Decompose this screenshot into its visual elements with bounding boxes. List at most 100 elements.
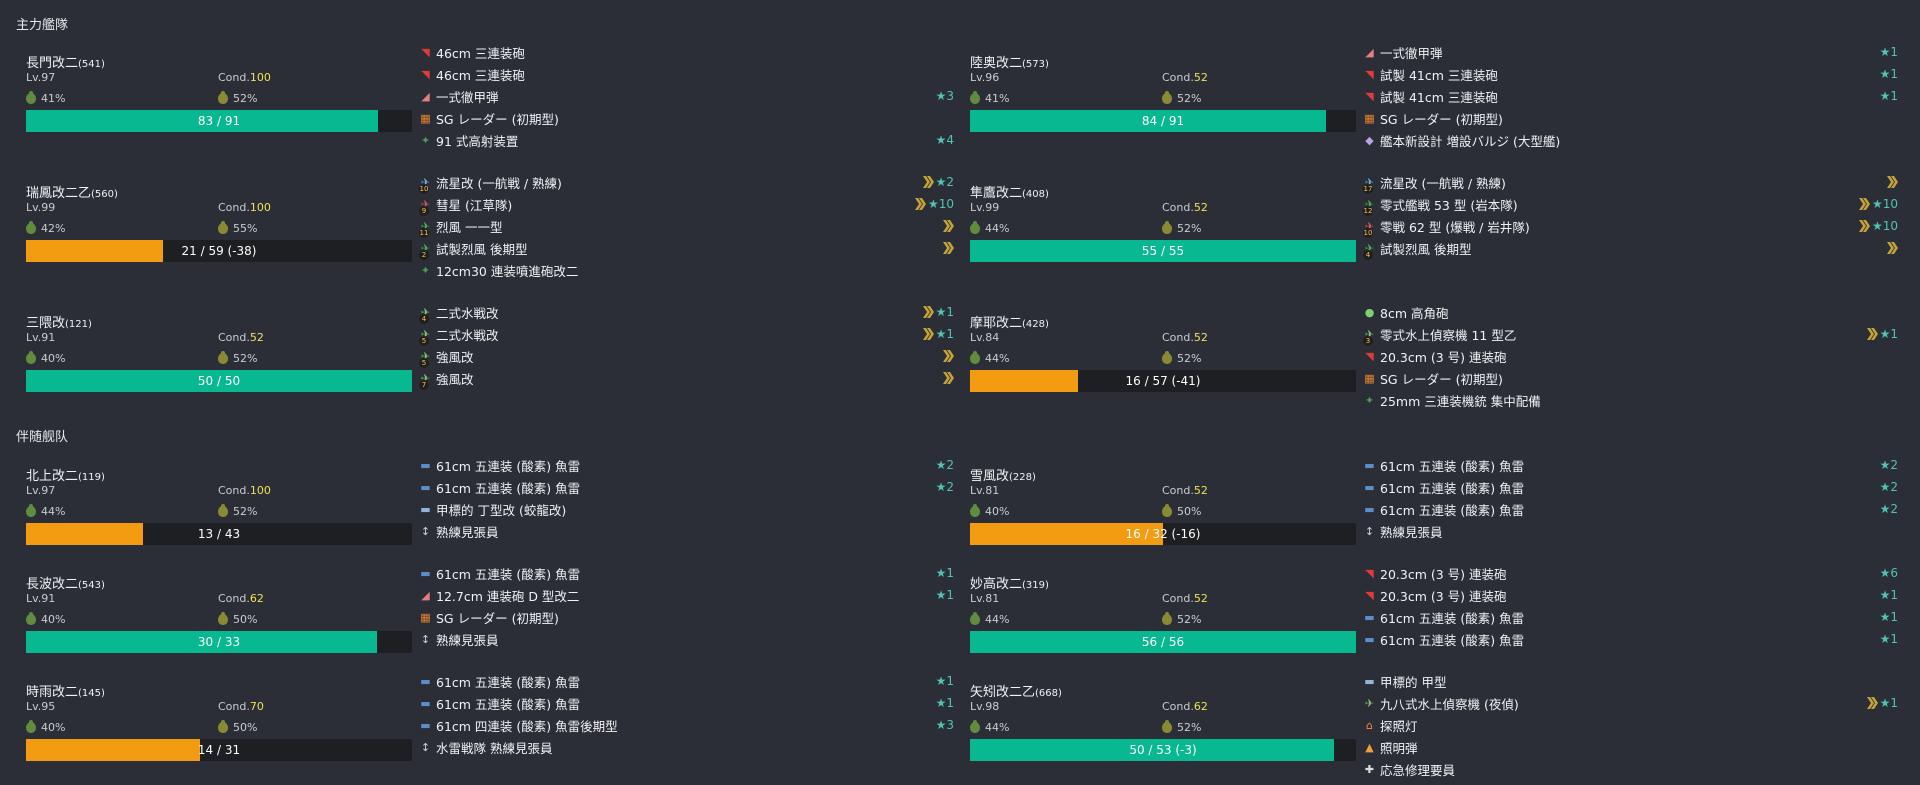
equipment-item[interactable]: ✈ 17 流星改 (一航戦 / 熟練) bbox=[1362, 172, 1898, 194]
torpedo-icon: ▬ bbox=[418, 566, 433, 581]
equipment-item[interactable]: ▬ 61cm 五連装 (酸素) 魚雷 ★1 bbox=[418, 563, 954, 583]
equipment-item[interactable]: ▦ SG レーダー (初期型) bbox=[1362, 368, 1898, 388]
equipment-item[interactable]: ✈ 10 零戦 62 型 (爆戦 / 岩井隊) ★10 bbox=[1362, 216, 1898, 238]
aa-gun-glyph: ✦ bbox=[420, 133, 431, 147]
equipment-item[interactable]: ▬ 61cm 五連装 (酸素) 魚雷 ★1 bbox=[418, 693, 954, 713]
ship-name[interactable]: 陸奥改二(573) bbox=[970, 52, 1049, 71]
equipment-item[interactable]: ▬ 甲標的 甲型 bbox=[1362, 671, 1898, 691]
equipment-name: 流星改 (一航戦 / 熟練) bbox=[436, 175, 562, 191]
ship-name[interactable]: 長門改二(541) bbox=[26, 52, 105, 71]
equipment-name: 零式艦戦 53 型 (岩本隊) bbox=[1380, 197, 1518, 213]
ship-name[interactable]: 矢矧改二乙(668) bbox=[970, 681, 1062, 700]
equipment-item[interactable]: ▬ 61cm 五連装 (酸素) 魚雷 ★2 bbox=[1362, 455, 1898, 475]
equipment-item[interactable]: ✈ 9 彗星 (江草隊) ★10 bbox=[418, 194, 954, 216]
ship-name[interactable]: 三隈改(121) bbox=[26, 312, 92, 331]
fuel-value: 41% bbox=[985, 92, 1010, 105]
ship-info: 長門改二(541) Lv.97 Cond.100 41% 52% 83 / 91 bbox=[26, 42, 426, 148]
slot-count: 5 bbox=[419, 357, 429, 368]
equipment-tags: ★1 bbox=[1880, 65, 1898, 83]
equipment-item[interactable]: ● 8cm 高角砲 bbox=[1362, 302, 1898, 322]
equipment-item[interactable]: ▦ SG レーダー (初期型) bbox=[1362, 108, 1898, 128]
slot-count: 10 bbox=[419, 183, 429, 194]
hp-bar: 21 / 59 (-38) bbox=[26, 240, 412, 262]
equipment-item[interactable]: ✦ 91 式高射装置 ★4 bbox=[418, 130, 954, 150]
improvement-level: ★1 bbox=[1879, 327, 1898, 341]
ship-level: Lv.91 bbox=[26, 331, 56, 344]
hp-bar: 84 / 91 bbox=[970, 110, 1356, 132]
equipment-item[interactable]: ▬ 甲標的 丁型改 (蛟龍改) bbox=[418, 499, 954, 519]
equipment-item[interactable]: ↕ 熟練見張員 bbox=[418, 629, 954, 649]
equipment-item[interactable]: ↕ 水雷戦隊 熟練見張員 bbox=[418, 737, 954, 757]
ammo-icon bbox=[1162, 351, 1172, 364]
equipment-name: 水雷戦隊 熟練見張員 bbox=[436, 740, 553, 756]
equipment-item[interactable]: ◥ 20.3cm (3 号) 連装砲 ★1 bbox=[1362, 585, 1898, 605]
equipment-tags: ★1 bbox=[1880, 608, 1898, 626]
equipment-item[interactable]: ▬ 61cm 五連装 (酸素) 魚雷 ★1 bbox=[1362, 607, 1898, 627]
equipment-item[interactable]: ✚ 応急修理要員 bbox=[1362, 759, 1898, 779]
ship-card: 時雨改二(145) Lv.95 Cond.70 40% 50% 14 / 31 ▬ 61cm … bbox=[16, 671, 962, 777]
equipment-item[interactable]: ◥ 20.3cm (3 号) 連装砲 bbox=[1362, 346, 1898, 366]
equipment-item[interactable]: ✦ 25mm 三連装機銃 集中配備 bbox=[1362, 390, 1898, 410]
equipment-item[interactable]: ✈ 3 零式水上偵察機 11 型乙 ★1 bbox=[1362, 324, 1898, 346]
ship-name[interactable]: 長波改二(543) bbox=[26, 573, 105, 592]
equipment-item[interactable]: ◆ 艦本新設計 増設バルジ (大型艦) bbox=[1362, 130, 1898, 150]
plane-green-icon: ✈ 12 bbox=[1362, 197, 1377, 216]
equipment-item[interactable]: ↕ 熟練見張員 bbox=[1362, 521, 1898, 541]
equipment-item[interactable]: ▦ SG レーダー (初期型) bbox=[418, 108, 954, 128]
equipment-item[interactable]: ▬ 61cm 五連装 (酸素) 魚雷 ★2 bbox=[418, 477, 954, 497]
equipment-item[interactable]: ✦ 12cm30 連装噴進砲改二 bbox=[418, 260, 954, 280]
equipment-item[interactable]: ✈ 2 試製烈風 後期型 bbox=[418, 238, 954, 260]
ammo-value: 50% bbox=[1177, 505, 1202, 518]
hp-text: 21 / 59 (-38) bbox=[181, 244, 257, 258]
ship-name[interactable]: 隼鷹改二(408) bbox=[970, 182, 1049, 201]
equipment-item[interactable]: ▬ 61cm 五連装 (酸素) 魚雷 ★1 bbox=[418, 671, 954, 691]
ammo-icon bbox=[1162, 221, 1172, 234]
equipment-item[interactable]: ✈ 11 烈風 一一型 bbox=[418, 216, 954, 238]
equipment-item[interactable]: ↕ 熟練見張員 bbox=[418, 521, 954, 541]
equipment-item[interactable]: ▬ 61cm 五連装 (酸素) 魚雷 ★2 bbox=[418, 455, 954, 475]
ship-name[interactable]: 雪風改(228) bbox=[970, 465, 1036, 484]
plane-red-glyph: ✈ bbox=[1364, 219, 1375, 233]
equipment-item[interactable]: ▲ 照明弾 bbox=[1362, 737, 1898, 757]
equipment-item[interactable]: ✈ 九八式水上偵察機 (夜偵) ★1 bbox=[1362, 693, 1898, 713]
plane-green-glyph: ✈ bbox=[420, 241, 431, 255]
equipment-item[interactable]: ✈ 4 試製烈風 後期型 bbox=[1362, 238, 1898, 260]
gun-red-glyph: ◥ bbox=[1365, 588, 1374, 602]
ammo-status: 52% bbox=[218, 91, 257, 105]
equipment-item[interactable]: ⌂ 探照灯 bbox=[1362, 715, 1898, 735]
slot-count: 9 bbox=[419, 205, 429, 216]
torpedo-glyph: ▬ bbox=[1364, 502, 1375, 516]
torpedo-glyph: ▬ bbox=[1364, 458, 1375, 472]
equipment-item[interactable]: ◥ 46cm 三連装砲 bbox=[418, 64, 954, 84]
equipment-item[interactable]: ◥ 試製 41cm 三連装砲 ★1 bbox=[1362, 86, 1898, 106]
ammo-status: 50% bbox=[218, 720, 257, 734]
ship-level: Lv.97 bbox=[26, 71, 56, 84]
equipment-item[interactable]: ▦ SG レーダー (初期型) bbox=[418, 607, 954, 627]
equipment-item[interactable]: ◥ 20.3cm (3 号) 連装砲 ★6 bbox=[1362, 563, 1898, 583]
equipment-item[interactable]: ✈ 12 零式艦戦 53 型 (岩本隊) ★10 bbox=[1362, 194, 1898, 216]
ship-name[interactable]: 摩耶改二(428) bbox=[970, 312, 1049, 331]
equipment-item[interactable]: ◢ 一式徹甲弾 ★1 bbox=[1362, 42, 1898, 62]
equipment-item[interactable]: ▬ 61cm 五連装 (酸素) 魚雷 ★2 bbox=[1362, 477, 1898, 497]
equipment-item[interactable]: ✈ 10 流星改 (一航戦 / 熟練) ★2 bbox=[418, 172, 954, 194]
equipment-item[interactable]: ◢ 12.7cm 連装砲 D 型改二 ★1 bbox=[418, 585, 954, 605]
equipment-item[interactable]: ◢ 一式徹甲弾 ★3 bbox=[418, 86, 954, 106]
ship-name[interactable]: 妙高改二(319) bbox=[970, 573, 1049, 592]
equipment-item[interactable]: ✈ 4 二式水戦改 ★1 bbox=[418, 302, 954, 324]
equipment-item[interactable]: ▬ 61cm 五連装 (酸素) 魚雷 ★1 bbox=[1362, 629, 1898, 649]
equipment-item[interactable]: ✈ 7 強風改 bbox=[418, 368, 954, 390]
equipment-item[interactable]: ✈ 5 強風改 bbox=[418, 346, 954, 368]
equipment-item[interactable]: ▬ 61cm 五連装 (酸素) 魚雷 ★2 bbox=[1362, 499, 1898, 519]
ship-cond: Cond.62 bbox=[218, 592, 264, 605]
ship-name[interactable]: 北上改二(119) bbox=[26, 465, 105, 484]
ammo-status: 52% bbox=[1162, 351, 1201, 365]
equipment-item[interactable]: ▬ 61cm 四連装 (酸素) 魚雷後期型 ★3 bbox=[418, 715, 954, 735]
equipment-item[interactable]: ✈ 5 二式水戦改 ★1 bbox=[418, 324, 954, 346]
equipment-item[interactable]: ◥ 46cm 三連装砲 bbox=[418, 42, 954, 62]
equipment-tags: ★10 bbox=[1858, 195, 1898, 213]
ship-name[interactable]: 瑞鳳改二乙(560) bbox=[26, 182, 118, 201]
improvement-level: ★1 bbox=[935, 327, 954, 341]
ship-name[interactable]: 時雨改二(145) bbox=[26, 681, 105, 700]
equipment-item[interactable]: ◥ 試製 41cm 三連装砲 ★1 bbox=[1362, 64, 1898, 84]
cond-value: 100 bbox=[249, 201, 271, 214]
